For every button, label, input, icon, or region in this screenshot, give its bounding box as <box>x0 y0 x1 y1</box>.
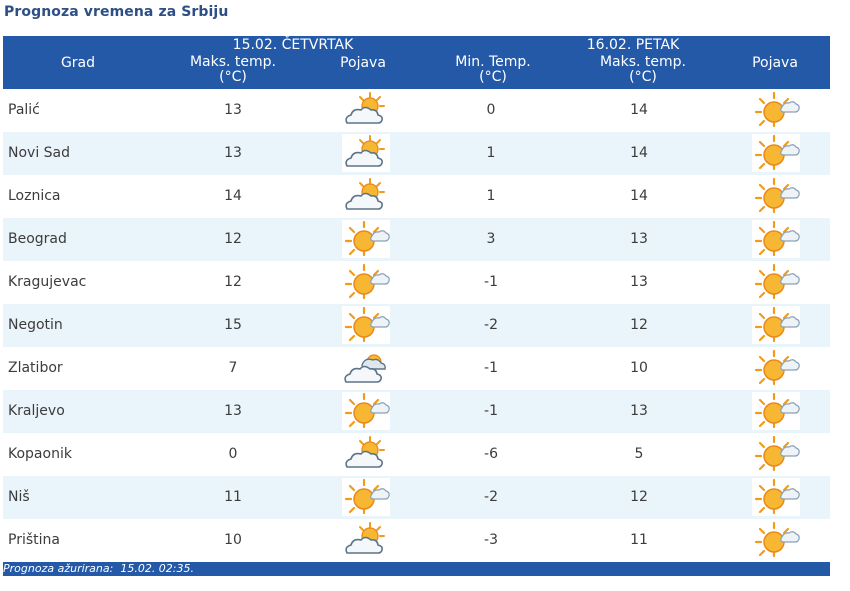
day1-max-temp: 13 <box>224 102 242 118</box>
day1-max-temp: 13 <box>224 145 242 161</box>
col-day1-max: Maks. temp. (°C) <box>173 55 293 85</box>
min-temp: -1 <box>484 360 498 376</box>
sun-cloud-icon <box>342 263 390 301</box>
sun-cloud-icon <box>752 91 800 129</box>
sun-cloud-icon <box>752 263 800 301</box>
city-name: Palić <box>8 102 40 118</box>
day1-max-temp: 12 <box>224 231 242 247</box>
day2-max-temp: 12 <box>630 489 648 505</box>
day2-max-temp: 10 <box>630 360 648 376</box>
table-row: Novi Sad 13 1 14 <box>3 132 830 175</box>
city-name: Priština <box>8 532 60 548</box>
col-day1-max-unit: (°C) <box>219 69 247 85</box>
table-row: Kopaonik 0 -6 5 <box>3 433 830 476</box>
sun-cloud-icon <box>752 349 800 387</box>
min-temp: -6 <box>484 446 498 462</box>
table-row: Loznica 14 1 14 <box>3 175 830 218</box>
sun-cloud-icon <box>752 220 800 258</box>
col-min-unit: (°C) <box>479 69 507 85</box>
col-day2-max-label: Maks. temp. <box>599 54 687 70</box>
min-temp: 1 <box>486 145 496 161</box>
day2-max-temp: 14 <box>630 145 648 161</box>
min-temp: 0 <box>486 102 496 118</box>
col-day2-max-unit: (°C) <box>629 69 657 85</box>
partly-cloudy-icon <box>342 435 390 473</box>
table-row: Negotin 15 -2 12 <box>3 304 830 347</box>
sun-cloud-icon <box>752 521 800 559</box>
col-min-label: Min. Temp. <box>455 54 531 70</box>
table-row: Kragujevac 12 -1 13 <box>3 261 830 304</box>
min-temp: 1 <box>486 188 496 204</box>
table-row: Priština 10 -3 11 <box>3 519 830 562</box>
sun-cloud-icon <box>342 392 390 430</box>
footer-bar: Prognoza ažurirana: 15.02. 02:35. <box>3 562 830 576</box>
day1-max-temp: 14 <box>224 188 242 204</box>
day2-max-temp: 12 <box>630 317 648 333</box>
day2-max-temp: 13 <box>630 231 648 247</box>
day1-max-temp: 7 <box>228 360 238 376</box>
partly-cloudy-icon <box>342 521 390 559</box>
col-grad: Grad <box>60 55 96 71</box>
table-row: Zlatibor 7 -1 10 <box>3 347 830 390</box>
day1-max-temp: 15 <box>224 317 242 333</box>
city-name: Beograd <box>8 231 67 247</box>
city-name: Niš <box>8 489 30 505</box>
table-row: Beograd 12 3 13 <box>3 218 830 261</box>
city-name: Kopaonik <box>8 446 72 462</box>
table-body: Palić 13 0 14 Novi Sad 13 1 14 Loznica 14 1 14 Beogr… <box>3 89 830 562</box>
page-title: Prognoza vremena za Srbiju <box>4 4 229 20</box>
min-temp: -1 <box>484 274 498 290</box>
col-day1-pojava: Pojava <box>340 55 386 71</box>
footer-label: Prognoza ažurirana: <box>3 562 114 575</box>
min-temp: -3 <box>484 532 498 548</box>
table-row: Niš 11 -2 12 <box>3 476 830 519</box>
sun-cloud-icon <box>752 435 800 473</box>
day2-label: 16.02. PETAK <box>586 37 680 53</box>
sun-cloud-icon <box>342 220 390 258</box>
table-row: Kraljevo 13 -1 13 <box>3 390 830 433</box>
partly-cloudy-icon <box>342 91 390 129</box>
table-row: Palić 13 0 14 <box>3 89 830 132</box>
min-temp: -1 <box>484 403 498 419</box>
partly-cloudy-icon <box>342 177 390 215</box>
cloudy-icon <box>342 349 390 387</box>
sun-cloud-icon <box>752 134 800 172</box>
day2-max-temp: 11 <box>630 532 648 548</box>
footer-value: 15.02. 02:35. <box>120 562 195 575</box>
sun-cloud-icon <box>752 392 800 430</box>
min-temp: -2 <box>484 489 498 505</box>
forecast-table: Grad 15.02. ČETVRTAK Maks. temp. (°C) Po… <box>3 36 830 576</box>
col-day1-max-label: Maks. temp. <box>189 54 277 70</box>
sun-cloud-icon <box>342 306 390 344</box>
sun-cloud-icon <box>342 478 390 516</box>
day1-max-temp: 12 <box>224 274 242 290</box>
day1-max-temp: 10 <box>224 532 242 548</box>
min-temp: 3 <box>486 231 496 247</box>
table-header: Grad 15.02. ČETVRTAK Maks. temp. (°C) Po… <box>3 36 830 89</box>
col-min: Min. Temp. (°C) <box>433 55 553 85</box>
sun-cloud-icon <box>752 478 800 516</box>
day2-max-temp: 5 <box>634 446 644 462</box>
min-temp: -2 <box>484 317 498 333</box>
city-name: Novi Sad <box>8 145 71 161</box>
col-day2-max: Maks. temp. (°C) <box>578 55 708 85</box>
city-name: Zlatibor <box>8 360 63 376</box>
day2-max-temp: 14 <box>630 188 648 204</box>
day2-max-temp: 13 <box>630 403 648 419</box>
day1-label: 15.02. ČETVRTAK <box>232 37 354 53</box>
day1-max-temp: 11 <box>224 489 242 505</box>
city-name: Kraljevo <box>8 403 65 419</box>
day2-max-temp: 14 <box>630 102 648 118</box>
sun-cloud-icon <box>752 177 800 215</box>
city-name: Loznica <box>8 188 61 204</box>
col-day2-pojava: Pojava <box>752 55 798 71</box>
sun-cloud-icon <box>752 306 800 344</box>
day1-max-temp: 13 <box>224 403 242 419</box>
city-name: Negotin <box>8 317 63 333</box>
day1-max-temp: 0 <box>228 446 238 462</box>
city-name: Kragujevac <box>8 274 87 290</box>
partly-cloudy-icon <box>342 134 390 172</box>
day2-max-temp: 13 <box>630 274 648 290</box>
